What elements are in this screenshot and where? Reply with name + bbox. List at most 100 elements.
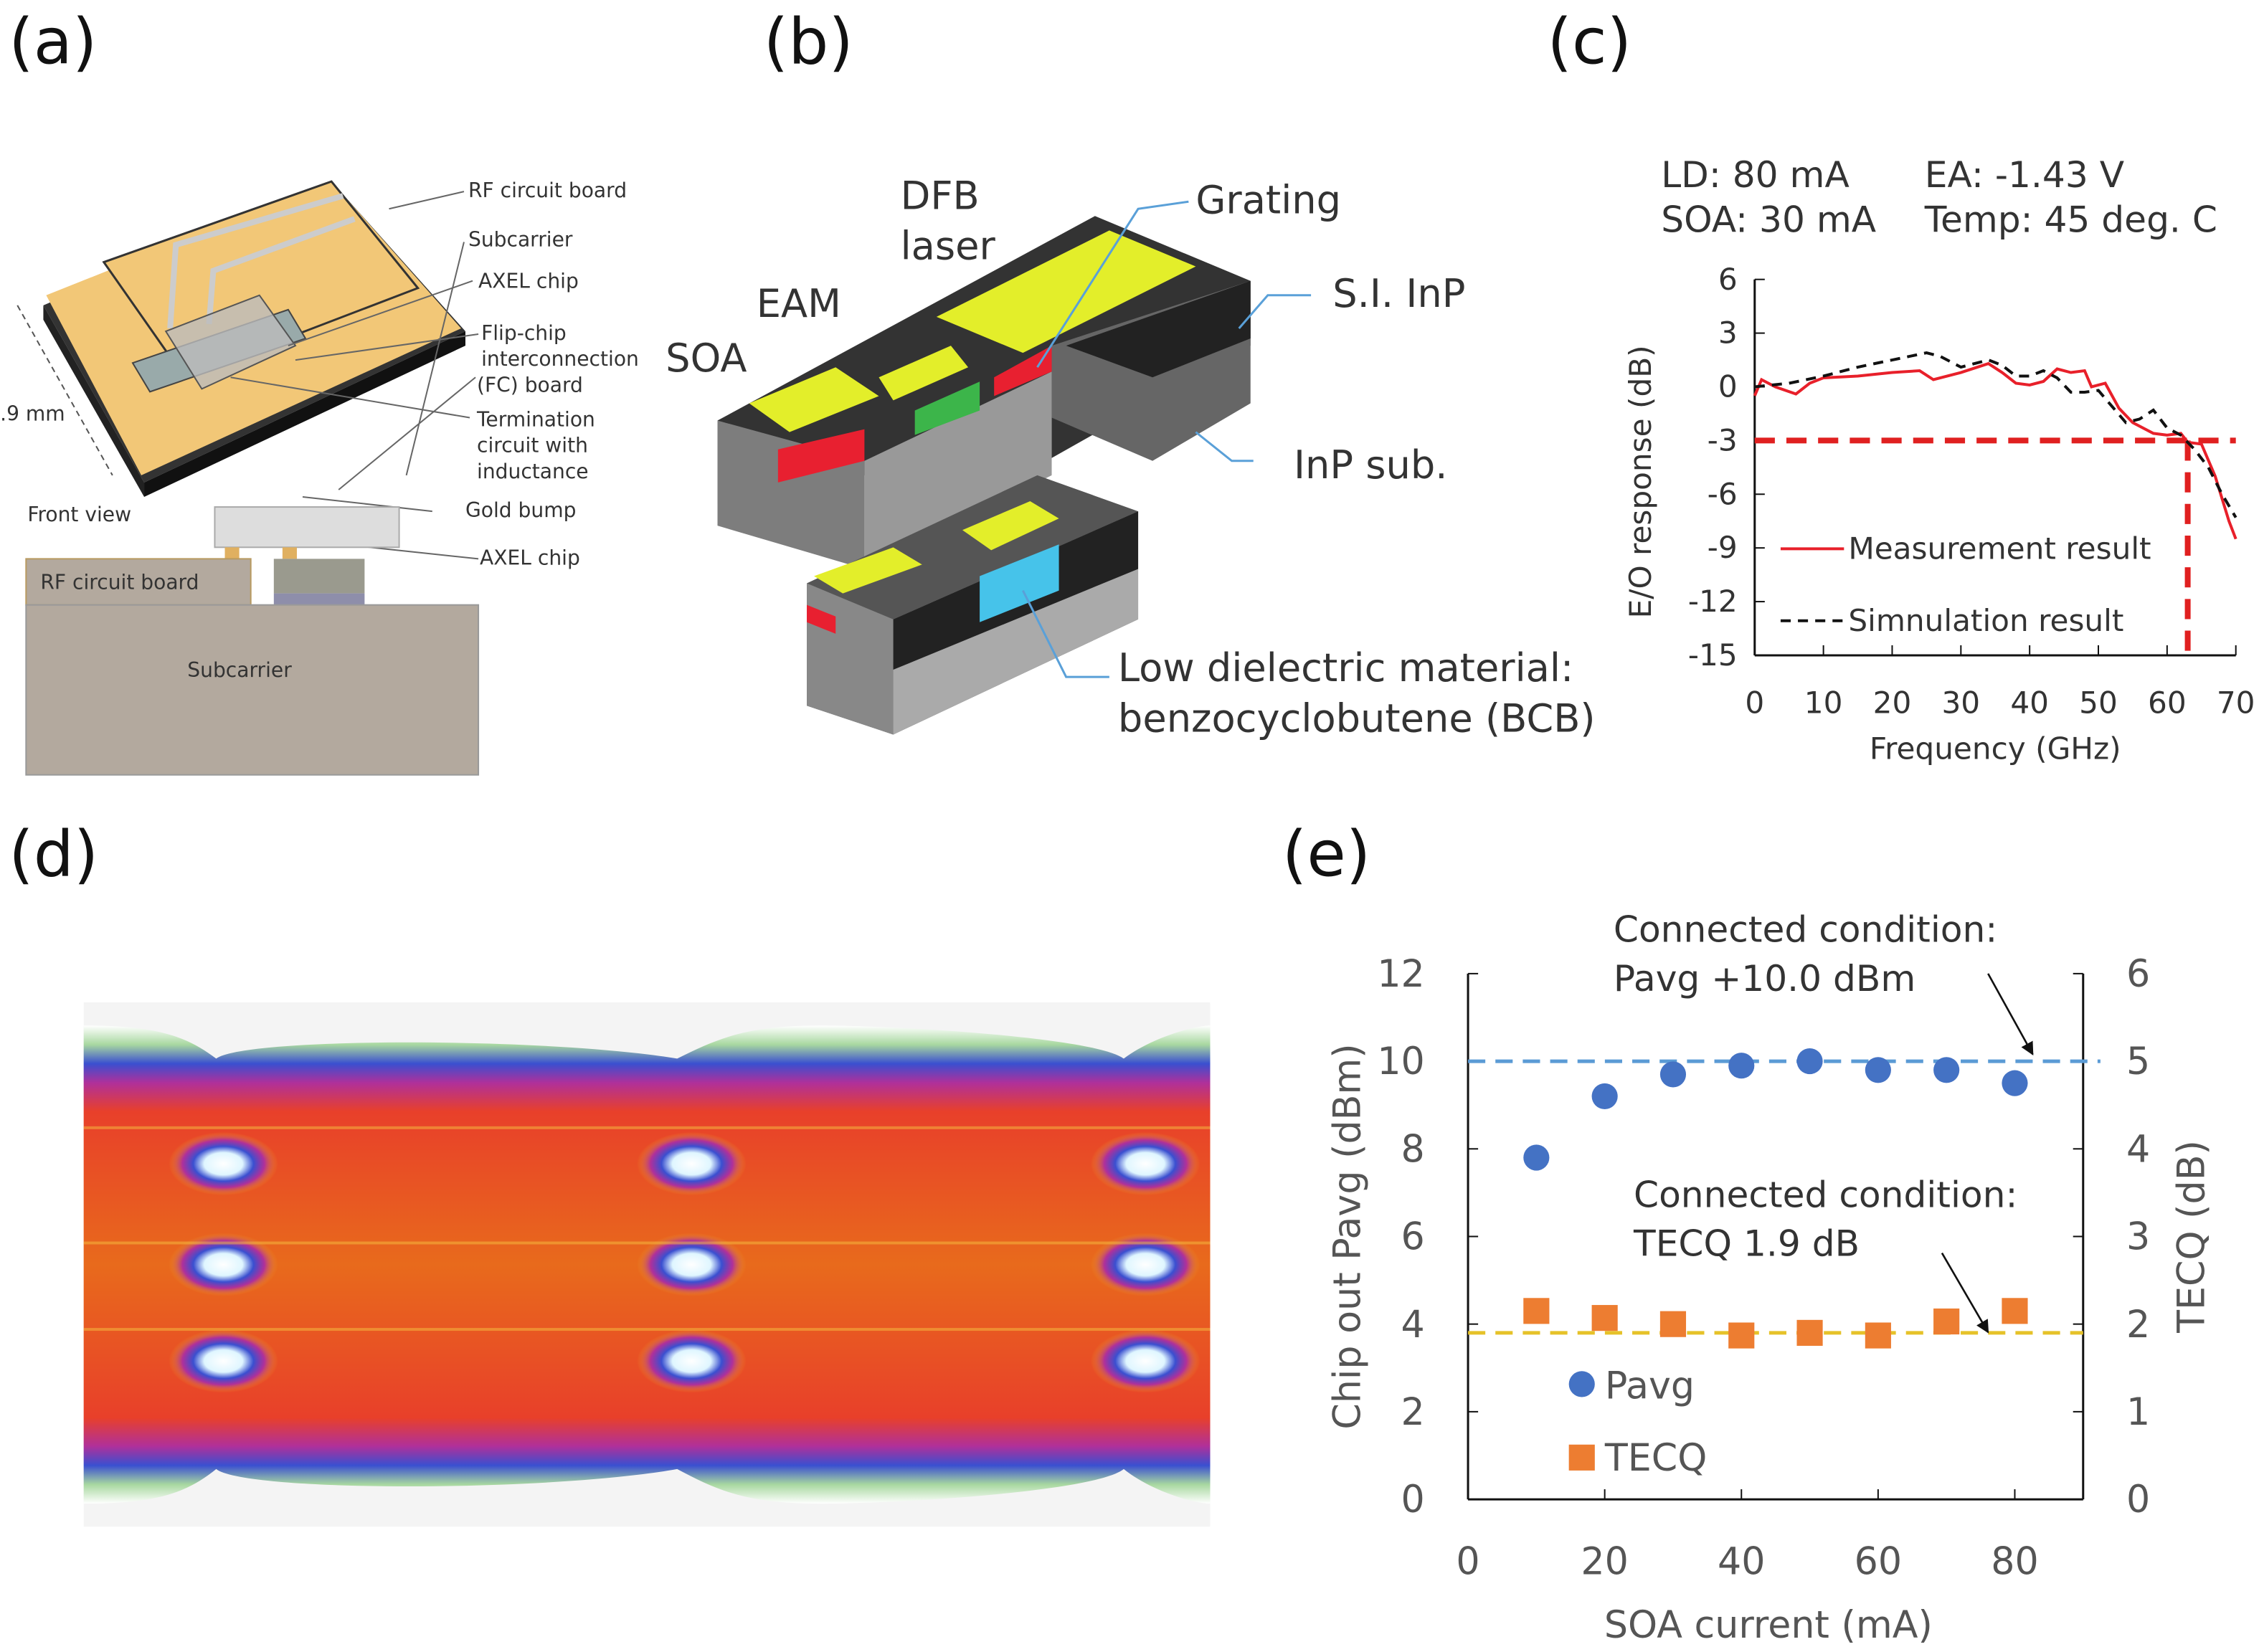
- label-bcb-line2: benzocyclobutene (BCB): [1118, 696, 1596, 741]
- eye-crossing: [637, 1329, 747, 1393]
- x-tick-label: 0: [1745, 685, 1764, 720]
- eye-crossing: [1090, 1329, 1200, 1393]
- module-3d-view: .9 mm: [0, 180, 465, 498]
- gold-bump: [224, 547, 240, 559]
- callout-circuit-with: circuit with: [477, 434, 588, 457]
- eye-diagram: [83, 1002, 1211, 1527]
- callout-axel-chip: AXEL chip: [478, 270, 579, 293]
- y-tick-label: -15: [1688, 637, 1738, 673]
- panel-label-d: (d): [9, 817, 98, 891]
- tecq-point: [1591, 1305, 1618, 1331]
- x-tick-label: 40: [1718, 1541, 1765, 1584]
- callout-gold-bump: Gold bump: [465, 498, 576, 522]
- panel-a: (a) .9 mm RF circuit board Subcarrier AX…: [0, 4, 639, 776]
- front-subcarrier-label: Subcarrier: [187, 658, 292, 682]
- label-dfb-line2: laser: [901, 224, 996, 269]
- fc-board-front: [214, 506, 400, 549]
- front-view: Front view RF circuit board Subcarrier: [25, 503, 480, 776]
- eye-level-band: [83, 1328, 1211, 1331]
- legend-label: Simnulation result: [1848, 603, 2123, 638]
- y-tick-label: -9: [1708, 530, 1738, 565]
- pavg-point: [1933, 1057, 1960, 1083]
- condition-soa: SOA: 30 mA: [1661, 198, 1876, 240]
- panel-label-e: (e): [1282, 817, 1370, 891]
- rf-board-front: [25, 558, 252, 606]
- series-line-measurement: [1753, 361, 2237, 540]
- eye-crossing: [637, 1131, 747, 1196]
- pavg-point: [1591, 1083, 1618, 1110]
- callout-flip-chip: Flip-chip: [481, 321, 567, 345]
- x-tick-label: 40: [2010, 685, 2049, 720]
- label-eam: EAM: [757, 281, 841, 326]
- x-tick-label: 50: [2079, 685, 2118, 720]
- pavg-point: [1523, 1144, 1550, 1171]
- y2-tick-label: 4: [2126, 1128, 2150, 1171]
- subcarrier-front: [25, 604, 480, 776]
- eo-response-chart: 630-3-6-9-12-150 10 20 30 40 50 60 70Frequency …: [1623, 262, 2255, 766]
- annotation-tecq-line2: TECQ 1.9 dB: [1633, 1223, 1860, 1265]
- y-tick-label: 10: [1377, 1040, 1424, 1083]
- x-tick-label: 70: [2217, 685, 2255, 720]
- eye-crossing: [169, 1233, 278, 1296]
- pavg-point: [1796, 1048, 1823, 1075]
- pavg-point: [1659, 1061, 1687, 1088]
- label-si-inp: S.I. InP: [1332, 271, 1465, 316]
- callout-fc-board: (FC) board: [477, 373, 583, 397]
- y-tick-label: -3: [1708, 422, 1738, 457]
- legend-label-pavg: Pavg: [1605, 1364, 1695, 1407]
- y-tick-label: 2: [1401, 1391, 1425, 1434]
- y-tick-label: 6: [1401, 1216, 1425, 1259]
- callout-interconnection: interconnection: [481, 347, 639, 371]
- eye-crossing: [1090, 1233, 1200, 1296]
- x-axis-title: SOA current (mA): [1604, 1604, 1933, 1647]
- y2-tick-label: 6: [2126, 953, 2150, 996]
- condition-temp: Temp: 45 deg. C: [1924, 198, 2217, 240]
- callout-subcarrier: Subcarrier: [468, 227, 573, 251]
- callout-inductance: inductance: [477, 460, 589, 483]
- eye-crossing: [1090, 1131, 1200, 1196]
- panel-b: (b) D: [666, 4, 1595, 741]
- bcb-block: [980, 544, 1059, 622]
- panel-d: (d): [9, 817, 1211, 1527]
- y2-axis-title: TECQ (dB): [2171, 1140, 2214, 1334]
- chip-3d-lower: [807, 475, 1139, 735]
- legend-label: Measurement result: [1848, 531, 2151, 566]
- y-tick-label: 0: [1718, 369, 1738, 404]
- y-tick-label: -12: [1688, 584, 1738, 619]
- series-line-simulation: [1754, 351, 2237, 518]
- gold-bump: [282, 547, 297, 559]
- x-tick-label: 20: [1581, 1541, 1628, 1584]
- y-axis-title: E/O response (dB): [1623, 345, 1658, 618]
- label-soa: SOA: [666, 336, 747, 381]
- eye-level-band: [83, 1126, 1211, 1129]
- annotation-tecq-line1: Connected condition:: [1634, 1173, 2017, 1215]
- x-tick-label: 60: [1855, 1541, 1902, 1584]
- panel-label-a: (a): [9, 4, 97, 78]
- annotation-pavg-line1: Connected condition:: [1614, 908, 1997, 951]
- tecq-point: [2002, 1298, 2028, 1324]
- y2-tick-label: 2: [2126, 1304, 2150, 1347]
- y-tick-label: 0: [1401, 1478, 1425, 1522]
- dimension-label: .9 mm: [0, 402, 65, 426]
- x-tick-label: 80: [1991, 1541, 2038, 1584]
- annotation-arrow-tecq: [1941, 1252, 1989, 1334]
- fc-board-3d: [164, 294, 297, 390]
- label-bcb-line1: Low dielectric material:: [1118, 645, 1573, 690]
- chip-3d-upper: [717, 216, 1251, 569]
- eye-crossings: [83, 1126, 1211, 1393]
- eye-level-band: [83, 1241, 1211, 1245]
- x-tick-label: 20: [1873, 685, 1912, 720]
- tecq-point: [1659, 1311, 1687, 1337]
- eye-crossing: [637, 1233, 747, 1296]
- y2-tick-label: 1: [2126, 1391, 2150, 1434]
- label-grating: Grating: [1195, 177, 1341, 222]
- front-rf-label: RF circuit board: [40, 571, 199, 594]
- panel-label-b: (b): [764, 4, 853, 78]
- x-tick-label: 60: [2148, 685, 2187, 720]
- y2-tick-label: 5: [2126, 1040, 2150, 1083]
- callout-axel-chip-front: AXEL chip: [480, 546, 580, 569]
- panel-label-c: (c): [1548, 4, 1632, 78]
- y-tick-label: 12: [1377, 953, 1424, 996]
